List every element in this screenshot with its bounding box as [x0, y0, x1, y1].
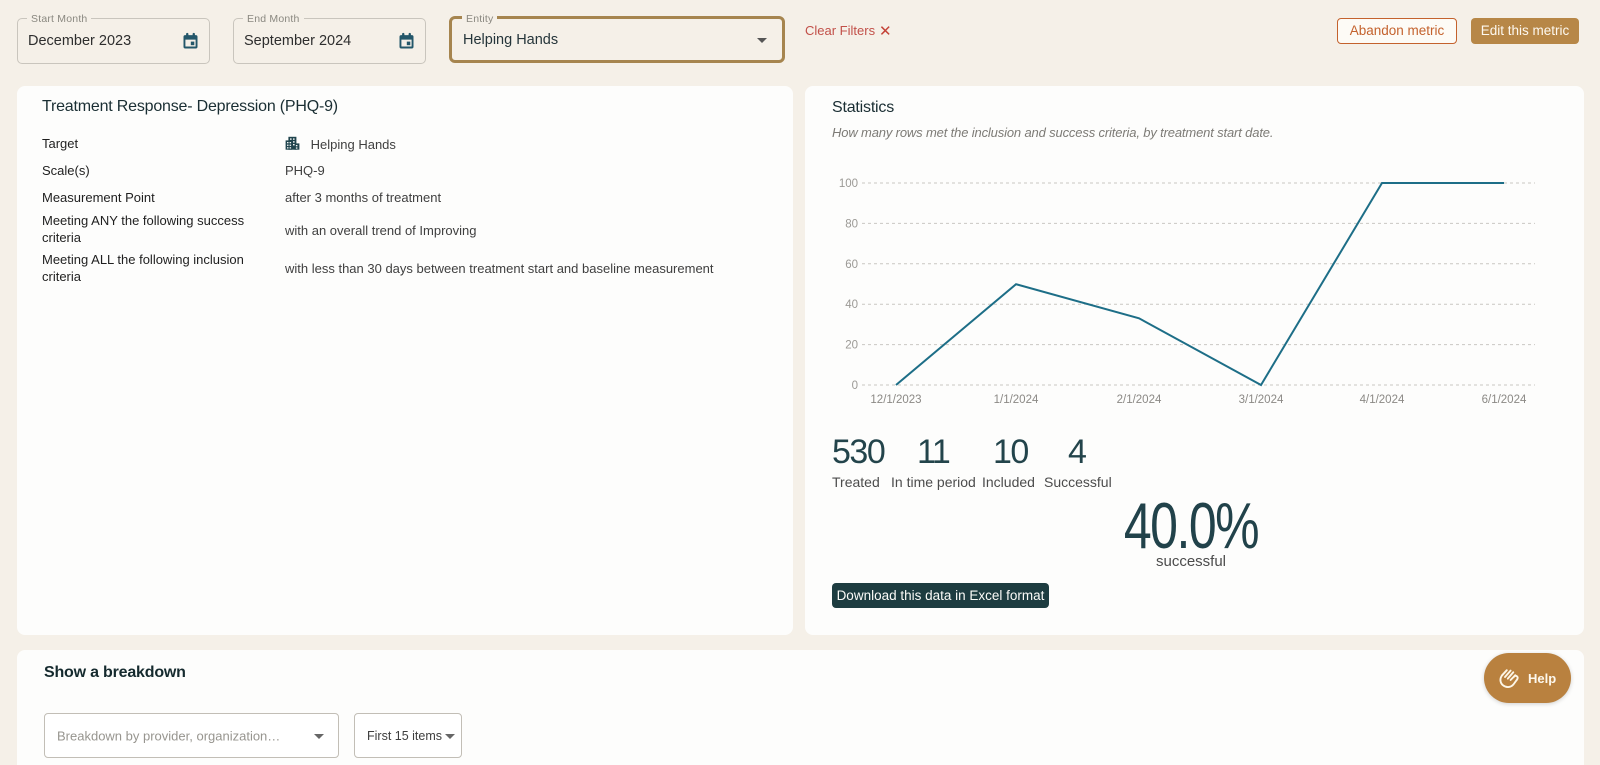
svg-text:80: 80 [845, 218, 858, 230]
svg-text:20: 20 [845, 340, 858, 352]
svg-text:6/1/2024: 6/1/2024 [1482, 394, 1527, 406]
svg-text:12/1/2023: 12/1/2023 [870, 394, 921, 406]
svg-text:0: 0 [852, 380, 858, 392]
svg-text:100: 100 [839, 178, 858, 190]
svg-text:4/1/2024: 4/1/2024 [1360, 394, 1405, 406]
svg-text:3/1/2024: 3/1/2024 [1239, 394, 1284, 406]
svg-text:1/1/2024: 1/1/2024 [994, 394, 1039, 406]
svg-text:60: 60 [845, 259, 858, 271]
svg-text:40: 40 [845, 299, 858, 311]
svg-text:2/1/2024: 2/1/2024 [1117, 394, 1162, 406]
